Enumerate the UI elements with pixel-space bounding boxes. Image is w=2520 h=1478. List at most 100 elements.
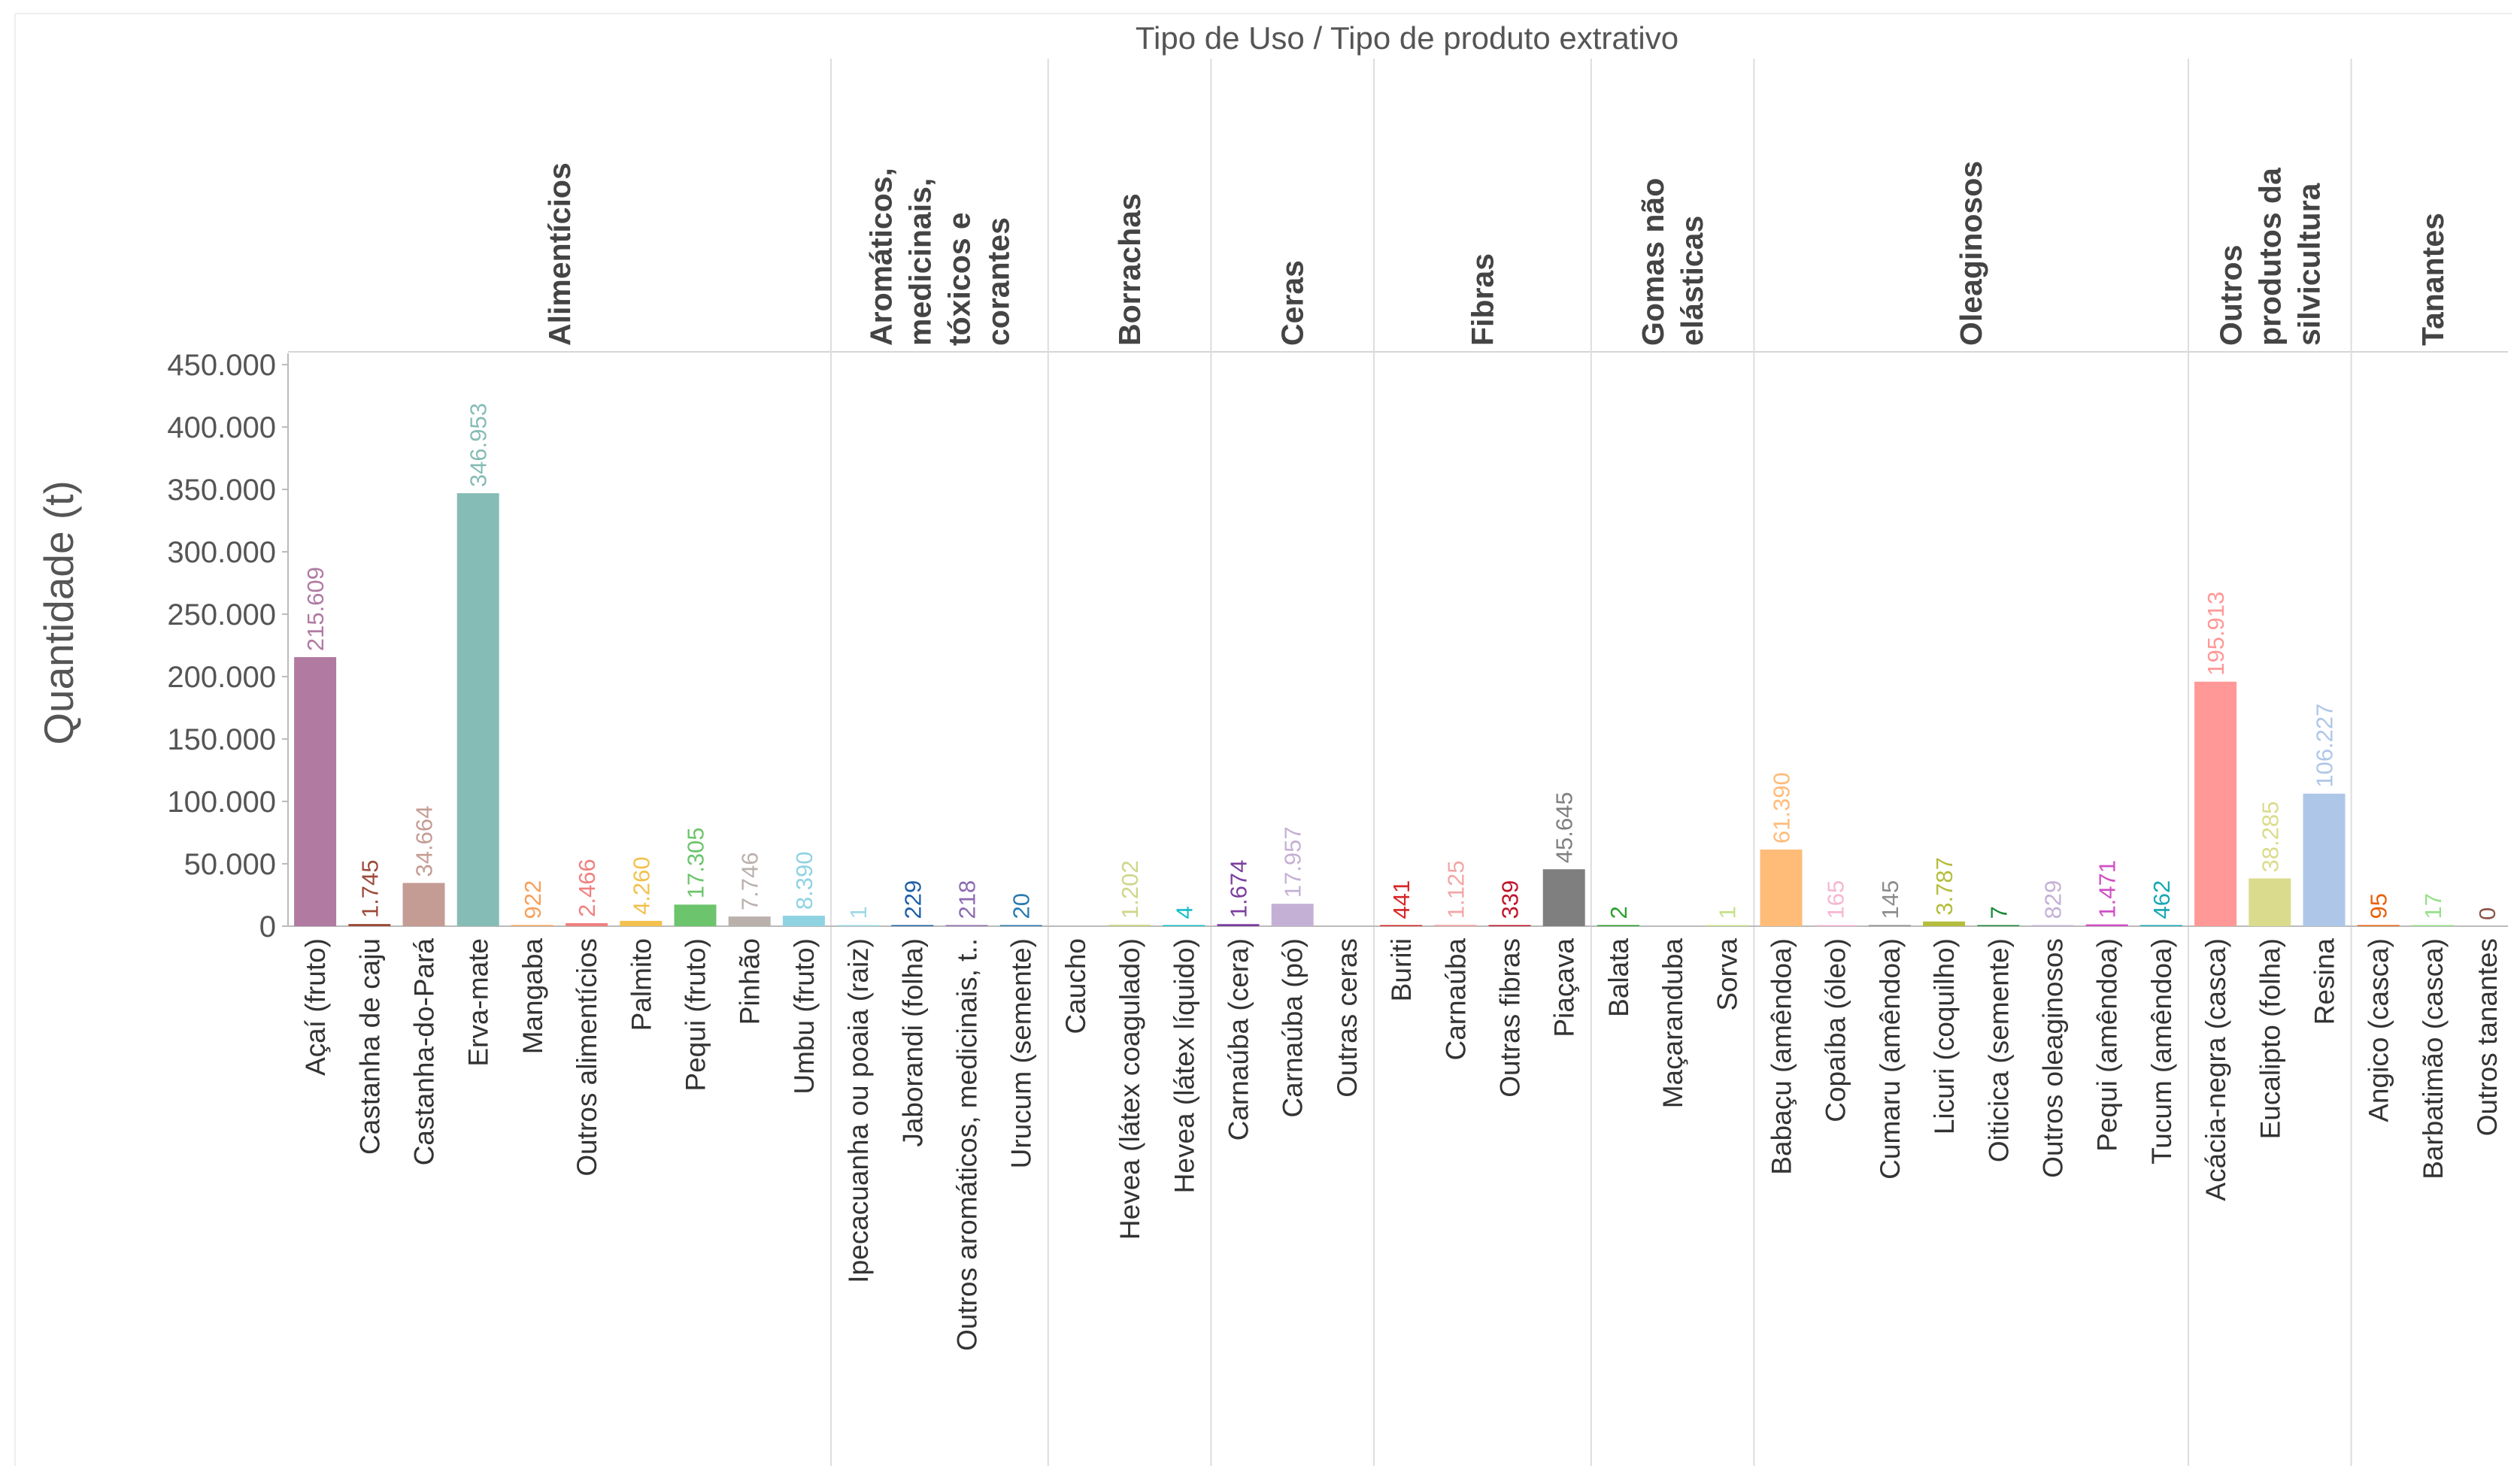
bar[interactable] xyxy=(891,925,934,927)
chart-title: Tipo de Uso / Tipo de produto extrativo xyxy=(1136,20,1678,56)
category-label: Pequi (amêndoa) xyxy=(2092,938,2123,1152)
bar[interactable] xyxy=(782,916,825,926)
group-header-label: elásticas xyxy=(1675,216,1709,346)
bar[interactable] xyxy=(402,883,445,926)
category-label: Erva-mate xyxy=(463,938,494,1067)
category-label: Resina xyxy=(2309,938,2340,1025)
data-label: 1.202 xyxy=(1117,860,1143,919)
bar[interactable] xyxy=(1542,869,1585,926)
bar[interactable] xyxy=(1814,925,1857,927)
bar[interactable] xyxy=(1977,925,2020,927)
category-label: Carnaúba xyxy=(1440,938,1471,1061)
data-label: 1.471 xyxy=(2094,860,2121,919)
bar[interactable] xyxy=(566,922,608,926)
category-label: Maçaranduba xyxy=(1657,938,1688,1109)
category-label: Outros alimentícios xyxy=(572,938,602,1177)
category-label: Carnaúba (pó) xyxy=(1278,938,1309,1118)
y-tick-label: 150.000 xyxy=(167,723,276,756)
bar[interactable] xyxy=(1923,921,1966,926)
data-label: 1.125 xyxy=(1442,861,1469,919)
data-label: 441 xyxy=(1388,880,1415,919)
bar[interactable] xyxy=(1597,925,1639,927)
bar[interactable] xyxy=(2194,681,2237,926)
category-label: Umbu (fruto) xyxy=(789,938,820,1095)
data-label: 1.674 xyxy=(1226,860,1252,919)
data-label: 45.645 xyxy=(1551,792,1578,863)
bar[interactable] xyxy=(674,904,717,926)
category-label: Copaíba (óleo) xyxy=(1821,938,1851,1122)
bar[interactable] xyxy=(2031,925,2074,927)
bar[interactable] xyxy=(511,925,553,926)
bar[interactable] xyxy=(1217,924,1260,926)
bar[interactable] xyxy=(1380,925,1423,927)
data-label: 8.390 xyxy=(791,851,817,910)
bar[interactable] xyxy=(1488,925,1531,927)
data-label: 218 xyxy=(954,880,981,919)
data-label: 4.260 xyxy=(628,856,654,915)
y-tick-label: 450.000 xyxy=(167,349,276,382)
category-label: Hevea (látex coagulado) xyxy=(1114,938,1145,1240)
bar[interactable] xyxy=(620,920,663,926)
category-label: Açaí (fruto) xyxy=(300,938,331,1076)
bar[interactable] xyxy=(1760,850,1803,926)
data-label: 38.285 xyxy=(2257,801,2283,873)
data-label: 34.664 xyxy=(411,806,438,877)
bar[interactable] xyxy=(2357,925,2400,927)
data-label: 1 xyxy=(1714,906,1740,919)
data-label: 7.746 xyxy=(737,853,763,911)
bar[interactable] xyxy=(456,493,499,926)
data-label: 339 xyxy=(1497,880,1524,919)
category-label: Licuri (coquilho) xyxy=(1929,938,1960,1134)
header-row: Alimentícios Aromáticos, medicinais, tóxico… xyxy=(14,13,2512,1466)
group-header-label: corantes xyxy=(981,217,1015,346)
bar[interactable] xyxy=(1163,925,1205,927)
category-label: Piaçava xyxy=(1549,938,1580,1037)
data-label: 829 xyxy=(2040,880,2067,919)
category-label: Cumaru (amêndoa) xyxy=(1875,938,1906,1180)
category-label: Outros oleaginosos xyxy=(2038,938,2069,1178)
group-header-label: Ceras xyxy=(1275,260,1310,346)
bar[interactable] xyxy=(1706,925,1748,927)
bar[interactable] xyxy=(1434,925,1477,926)
bar[interactable] xyxy=(2411,925,2454,927)
category-label: Outras ceras xyxy=(1332,938,1363,1098)
category-label: Urucum (semente) xyxy=(1006,938,1037,1168)
data-label: 1 xyxy=(845,906,872,919)
category-label: Sorva xyxy=(1712,938,1742,1011)
category-label: Hevea (látex líquido) xyxy=(1169,938,1199,1193)
category-label: Pinhão xyxy=(735,938,766,1025)
bar[interactable] xyxy=(1868,925,1911,927)
bar[interactable] xyxy=(2139,925,2182,927)
bar[interactable] xyxy=(728,916,771,926)
category-label: Outros tanantes xyxy=(2472,938,2503,1136)
data-label: 215.609 xyxy=(302,567,329,651)
category-label: Outros aromáticos, medicinais, t.. xyxy=(952,938,983,1351)
data-label: 17.305 xyxy=(683,827,709,898)
bar[interactable] xyxy=(2249,878,2291,926)
bar[interactable] xyxy=(945,925,988,927)
y-tick-label: 100.000 xyxy=(167,786,276,819)
data-label: 145 xyxy=(1877,880,1903,919)
data-label: 17 xyxy=(2420,893,2446,919)
bar[interactable] xyxy=(999,925,1042,927)
bar[interactable] xyxy=(2303,793,2346,926)
category-label: Balata xyxy=(1603,938,1634,1017)
bar[interactable] xyxy=(2085,924,2128,926)
group-header-label: produtos da xyxy=(2252,167,2287,346)
y-tick-label: 200.000 xyxy=(167,661,276,694)
y-tick-label: 350.000 xyxy=(167,474,276,507)
data-label: 3.787 xyxy=(1931,857,1957,916)
y-tick-label: 300.000 xyxy=(167,536,276,569)
bar[interactable] xyxy=(837,925,880,927)
bar[interactable] xyxy=(1271,904,1314,926)
bar[interactable] xyxy=(348,924,391,926)
data-label: 17.957 xyxy=(1280,826,1306,898)
bar[interactable] xyxy=(1108,925,1151,926)
category-label: Oiticica (semente) xyxy=(1983,938,2014,1162)
data-label: 2 xyxy=(1606,906,1632,919)
bar[interactable] xyxy=(294,657,337,926)
category-label: Buriti xyxy=(1386,938,1417,1001)
y-tick-label: 250.000 xyxy=(167,598,276,631)
